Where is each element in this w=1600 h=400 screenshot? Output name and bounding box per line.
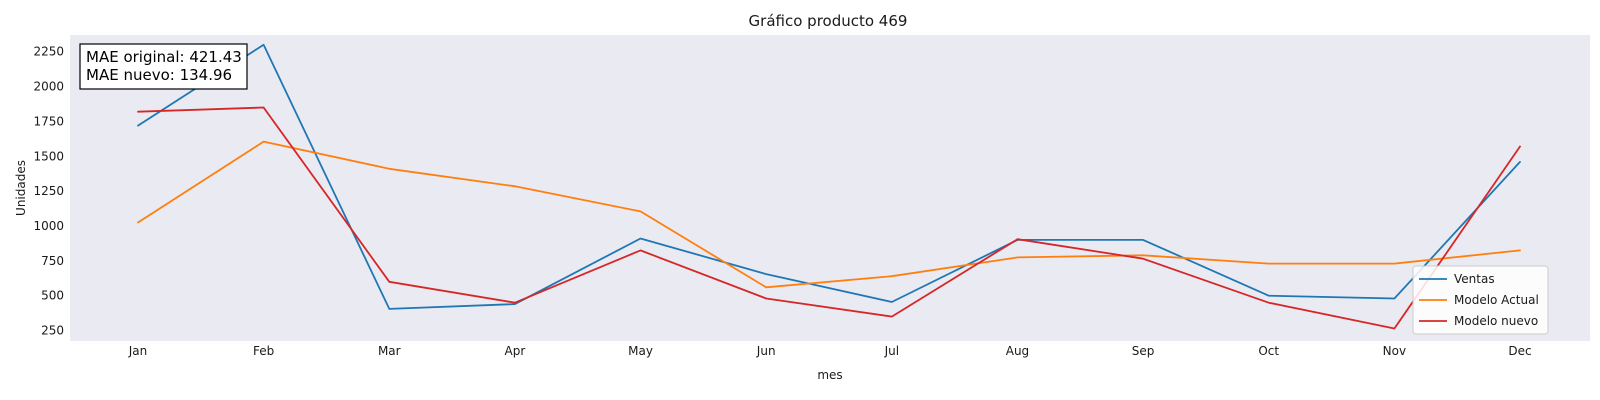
x-tick-label: Jul [884, 344, 899, 358]
y-tick-label: 500 [41, 289, 64, 303]
y-tick-label: 1500 [33, 149, 64, 163]
plot-area [70, 35, 1590, 341]
y-axis: 250 500 750 1000 1250 1500 1750 2000 2250 [33, 45, 64, 338]
series-line-modelo-nuevo [137, 106, 1521, 330]
x-tick-label: May [628, 344, 653, 358]
series-group [137, 43, 1521, 330]
series-line-ventas [137, 43, 1521, 310]
x-tick-label: Mar [378, 344, 401, 358]
y-tick-label: 1000 [33, 219, 64, 233]
mae-original-text: MAE original: 421.43 [86, 48, 242, 66]
y-tick-label: 750 [41, 254, 64, 268]
y-tick-label: 1750 [33, 114, 64, 128]
x-axis: Jan Feb Mar Apr May Jun Jul Aug Sep Oct Nov Dec [128, 344, 1532, 358]
y-tick-label: 1250 [33, 184, 64, 198]
x-tick-label: Jan [128, 344, 148, 358]
x-tick-label: Nov [1383, 344, 1406, 358]
x-tick-label: Oct [1258, 344, 1279, 358]
legend-frame [1412, 265, 1549, 335]
y-tick-label: 250 [41, 324, 64, 338]
legend: Ventas Modelo Actual Modelo nuevo [1412, 265, 1549, 335]
x-tick-label: Sep [1132, 344, 1155, 358]
y-axis-label: Unidades [14, 160, 28, 216]
x-tick-label: Jun [756, 344, 776, 358]
mae-annotation-box: MAE original: 421.43 MAE nuevo: 134.96 [79, 43, 248, 90]
legend-label: Ventas [1454, 272, 1495, 286]
legend-label: Modelo nuevo [1454, 314, 1538, 328]
y-tick-label: 2000 [33, 80, 64, 94]
x-tick-label: Dec [1508, 344, 1531, 358]
x-axis-label: mes [817, 368, 842, 382]
mae-nuevo-text: MAE nuevo: 134.96 [86, 66, 232, 84]
x-tick-label: Aug [1006, 344, 1029, 358]
chart-title: Gráfico producto 469 [749, 12, 908, 30]
y-tick-label: 2250 [33, 45, 64, 59]
x-tick-label: Feb [253, 344, 274, 358]
legend-label: Modelo Actual [1454, 293, 1539, 307]
series-line-modelo-actual [137, 140, 1521, 289]
x-tick-label: Apr [505, 344, 526, 358]
annotation-frame [79, 43, 248, 90]
